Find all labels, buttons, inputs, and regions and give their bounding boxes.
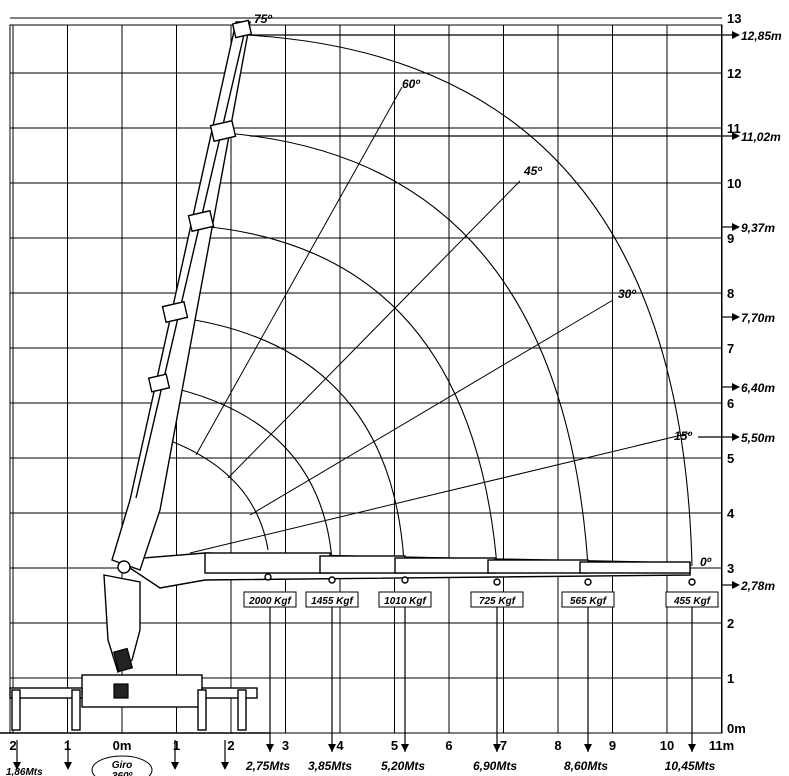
height-tick: 2 bbox=[727, 616, 734, 631]
arc-4 bbox=[199, 225, 498, 567]
reach-arrow-head bbox=[688, 744, 696, 752]
arc-5 bbox=[224, 132, 589, 567]
angle-label: 30º bbox=[618, 287, 636, 301]
height-tick: 11 bbox=[727, 121, 741, 136]
height-marker-arrow bbox=[732, 223, 740, 231]
load-label: 455 Kgf bbox=[673, 596, 712, 607]
rotation-ellipse bbox=[91, 755, 153, 776]
load-label: 2000 Kgf bbox=[248, 596, 292, 607]
height-marker-arrow bbox=[732, 313, 740, 321]
height-tick: 3 bbox=[727, 561, 734, 576]
reach-tick: 0m bbox=[113, 738, 132, 753]
stabilizer-arrowhead bbox=[221, 762, 229, 770]
horizontal-boom bbox=[115, 552, 691, 589]
load-label: 725 Kgf bbox=[479, 596, 517, 607]
ray-45 bbox=[227, 180, 521, 479]
height-marker-label: 7,70m bbox=[741, 311, 775, 325]
reach-tick: 10 bbox=[660, 738, 674, 753]
reach-tick: 4 bbox=[336, 738, 344, 753]
reach-label: 10,45Mts bbox=[665, 759, 716, 773]
radius-arcs bbox=[159, 34, 693, 567]
height-tick: 1 bbox=[727, 671, 734, 686]
height-tick: 7 bbox=[727, 341, 734, 356]
height-marker-label: 12,85m bbox=[741, 29, 782, 43]
reach-label: 8,60Mts bbox=[564, 759, 608, 773]
reach-tick: 9 bbox=[609, 738, 616, 753]
ray-30 bbox=[249, 299, 614, 516]
height-marker-label: 2,78m bbox=[740, 579, 775, 593]
height-tick: 4 bbox=[727, 506, 735, 521]
stabilizer-arrowhead bbox=[13, 762, 21, 770]
angle-label: 60º bbox=[402, 77, 420, 91]
height-marker-arrow bbox=[732, 132, 740, 140]
arc-6 bbox=[245, 34, 693, 567]
reach-arrow-head bbox=[328, 744, 336, 752]
ray-60 bbox=[195, 86, 403, 456]
height-marker-label: 5,50m bbox=[741, 431, 775, 445]
reach-tick: 8 bbox=[554, 738, 561, 753]
arc-2 bbox=[164, 385, 333, 561]
reach-tick: 2 bbox=[227, 738, 234, 753]
arc-3 bbox=[174, 316, 405, 563]
reach-label: 5,20Mts bbox=[381, 759, 425, 773]
height-marker-arrow bbox=[732, 581, 740, 589]
height-tick: 12 bbox=[727, 66, 741, 81]
height-tick: 6 bbox=[727, 396, 734, 411]
height-marker-arrow bbox=[732, 383, 740, 391]
height-tick: 0m bbox=[727, 721, 746, 736]
height-tick: 10 bbox=[727, 176, 741, 191]
reach-arrow-head bbox=[493, 744, 501, 752]
height-tick: 8 bbox=[727, 286, 734, 301]
height-marker-label: 11,02m bbox=[741, 130, 781, 144]
reach-tick: 7 bbox=[500, 738, 507, 753]
rotation-label: Giro bbox=[112, 760, 133, 771]
reach-tick: 11m bbox=[709, 738, 734, 753]
rotation-value: 360º bbox=[112, 771, 134, 776]
height-marker-label: 6,40m bbox=[741, 381, 775, 395]
load-label: 1010 Kgf bbox=[384, 596, 427, 607]
angle-label: 75º bbox=[254, 12, 272, 26]
angle-rays bbox=[189, 86, 691, 554]
reach-tick: 6 bbox=[445, 738, 452, 753]
reach-tick-left: 2 bbox=[9, 738, 16, 753]
height-tick: 13 bbox=[727, 11, 741, 26]
height-tick: 9 bbox=[727, 231, 734, 246]
reach-tick: 1 bbox=[173, 738, 180, 753]
stabilizer-label: 1,86Mts bbox=[6, 767, 43, 776]
reach-label: 6,90Mts bbox=[473, 759, 517, 773]
crane-column bbox=[103, 560, 141, 674]
hooks bbox=[264, 573, 696, 586]
load-label: 1455 Kgf bbox=[311, 596, 354, 607]
reach-label: 3,85Mts bbox=[308, 759, 352, 773]
height-tick: 5 bbox=[727, 451, 734, 466]
angle-label: 45º bbox=[523, 164, 542, 178]
reach-tick: 3 bbox=[282, 738, 289, 753]
height-marker-arrow bbox=[732, 433, 740, 441]
crane-base bbox=[0, 674, 270, 734]
reach-arrow-head bbox=[266, 744, 274, 752]
height-marker-label: 9,37m bbox=[741, 221, 775, 235]
reach-arrow-head bbox=[401, 744, 409, 752]
ray-15 bbox=[189, 432, 691, 554]
grid-frame bbox=[9, 24, 723, 734]
inclined-boom bbox=[111, 19, 253, 571]
stabilizer-arrowhead bbox=[171, 762, 179, 770]
angle-label: 0º bbox=[700, 555, 712, 569]
reach-tick: 5 bbox=[391, 738, 398, 753]
stabilizer-arrowhead bbox=[64, 762, 72, 770]
reach-label: 2,75Mts bbox=[245, 759, 290, 773]
angle-label: 15º bbox=[674, 429, 692, 443]
load-label: 565 Kgf bbox=[570, 596, 608, 607]
height-marker-arrow bbox=[732, 31, 740, 39]
reach-arrow-head bbox=[584, 744, 592, 752]
arc-1 bbox=[159, 436, 269, 551]
